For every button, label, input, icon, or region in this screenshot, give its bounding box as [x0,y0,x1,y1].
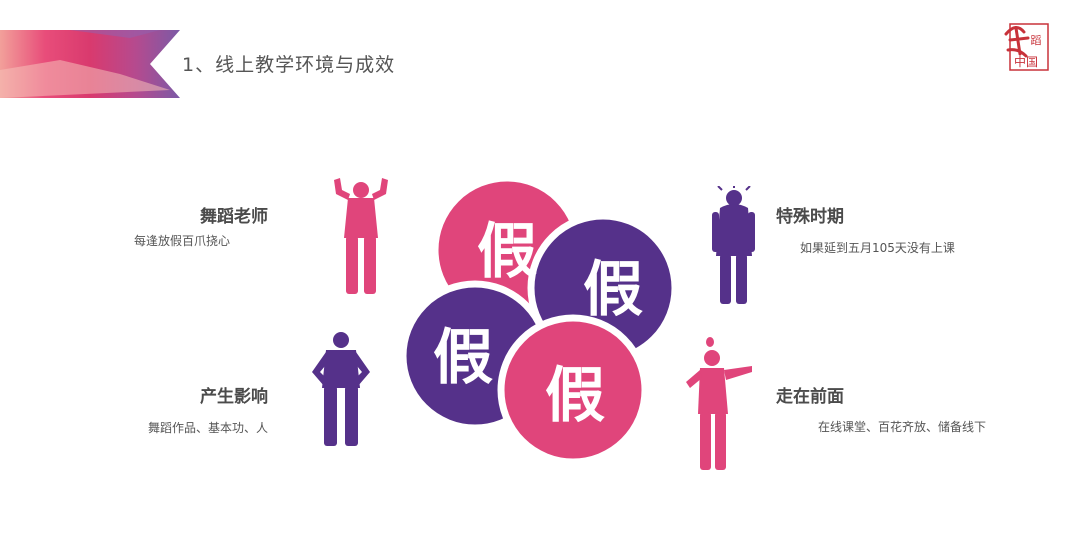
circle-pink-bottom [497,314,649,463]
four-circles-graphic: 假 假 假 假 [399,178,679,463]
watercolor-ribbon-icon [0,30,180,98]
svg-text:中国: 中国 [1014,54,1038,69]
idea-man-icon [686,337,752,470]
hands-on-hips-man-icon [312,332,370,446]
slide-title: 1、线上教学环境与成效 [182,54,396,76]
char-right: 假 [583,255,643,325]
block-title-ahead: 走在前面 [776,387,844,407]
block-desc-ahead: 在线课堂、百花齐放、储备线下 [818,420,987,434]
char-bottom: 假 [545,361,605,431]
char-left: 假 [433,323,493,393]
strong-man-icon [334,178,388,294]
block-title-special-period: 特殊时期 [776,207,844,227]
block-title-teacher: 舞蹈老师 [200,207,268,227]
block-desc-teacher: 每逢放假百爪挠心 [133,234,230,248]
char-top: 假 [477,217,537,287]
block-title-impact: 产生影响 [200,387,268,407]
block-desc-impact: 舞蹈作品、基本功、人 [147,421,268,435]
block-desc-special-period: 如果延到五月105天没有上课 [800,241,955,255]
dance-china-logo-icon: 蹈 中国 [1004,23,1049,71]
svg-text:蹈: 蹈 [1031,34,1042,47]
stressed-man-icon [712,186,755,304]
